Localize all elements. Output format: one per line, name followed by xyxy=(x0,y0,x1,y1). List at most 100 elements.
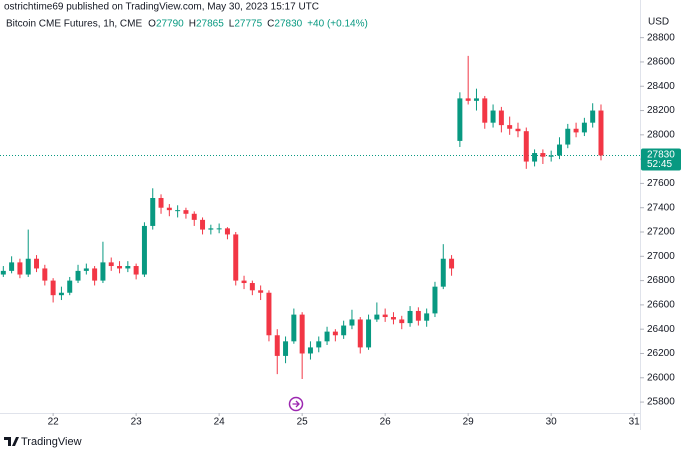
y-tick-label: 28400 xyxy=(647,81,675,92)
x-tick-label: 25 xyxy=(297,417,309,428)
candle-body xyxy=(158,197,164,208)
candle-body xyxy=(573,128,579,133)
candle-body xyxy=(108,262,114,267)
candle-body xyxy=(357,319,363,348)
y-tick-label: 27200 xyxy=(647,227,675,238)
y-tick-label: 28600 xyxy=(647,57,675,68)
last-price-box xyxy=(641,148,681,171)
candle-body xyxy=(432,286,438,314)
x-tick-label: 29 xyxy=(463,417,475,428)
candle-body xyxy=(67,280,73,293)
candle-body xyxy=(17,262,23,275)
candle-body xyxy=(133,266,139,275)
x-tick-label: 31 xyxy=(629,417,641,428)
candle-body xyxy=(0,270,6,275)
candle-body xyxy=(590,110,596,123)
candle-body xyxy=(540,153,546,157)
legend-ohlc-value: 27790 xyxy=(156,19,184,30)
legend-ohlc-label: H xyxy=(189,19,196,30)
legend-change: +40 (+0.14%) xyxy=(307,19,368,30)
footer-brand: TradingView xyxy=(21,436,82,448)
candle-body xyxy=(507,125,513,129)
candle-body xyxy=(498,110,504,126)
candle-body xyxy=(50,280,56,296)
legend-ohlc-label: C xyxy=(267,19,274,30)
candle-body xyxy=(274,335,280,356)
candle-body xyxy=(581,122,587,133)
y-tick-label: 28200 xyxy=(647,105,675,116)
logo-mark xyxy=(4,437,19,446)
candle-body xyxy=(224,228,230,235)
candle-body xyxy=(332,331,338,336)
candle-body xyxy=(125,266,131,269)
candle-body xyxy=(191,213,197,220)
y-tick-label: 25800 xyxy=(647,397,675,408)
candle-body xyxy=(183,210,189,214)
candle-body xyxy=(258,290,264,293)
countdown-label: 52:45 xyxy=(647,159,672,170)
candle-body xyxy=(399,319,405,324)
candle-body xyxy=(440,258,446,287)
candle-body xyxy=(283,341,289,356)
candle-body xyxy=(175,210,181,212)
publisher-header: ostrichtime69 published on TradingView.c… xyxy=(4,2,319,13)
candle-body xyxy=(424,313,430,321)
candle-body xyxy=(490,110,496,123)
legend-ohlc-label: O xyxy=(148,19,156,30)
candle-body xyxy=(415,310,421,321)
candle-body xyxy=(316,341,322,348)
x-tick-label: 24 xyxy=(214,417,226,428)
candle-body xyxy=(374,314,380,320)
candle-body xyxy=(150,197,156,226)
candle-body xyxy=(307,347,313,354)
candle-body xyxy=(83,268,89,271)
y-tick-label: 27000 xyxy=(647,251,675,262)
candle-body xyxy=(349,319,355,326)
candle-body xyxy=(291,314,297,342)
legend-ohlc-label: L xyxy=(229,19,235,30)
candle-body xyxy=(556,144,562,156)
candle-body xyxy=(92,268,98,281)
candle-body xyxy=(266,292,272,336)
candle-body xyxy=(390,317,396,320)
last-price-label: 27830 xyxy=(647,150,675,161)
legend-ohlc-value: 27775 xyxy=(234,19,262,30)
legend-ohlc-value: 27865 xyxy=(196,19,224,30)
candle-body xyxy=(249,283,255,291)
candle-body xyxy=(34,258,40,269)
x-tick-label: 26 xyxy=(380,417,392,428)
candle-body xyxy=(565,128,571,145)
candle-body xyxy=(366,319,372,348)
candle-body xyxy=(299,314,305,354)
candle-body xyxy=(58,292,64,296)
candle-body xyxy=(100,262,106,281)
x-tick-label: 30 xyxy=(546,417,558,428)
candle-body xyxy=(473,98,479,101)
symbol-label: Bitcoin CME Futures, 1h, CME xyxy=(6,19,142,30)
y-tick-label: 27400 xyxy=(647,202,675,213)
y-tick-label: 28000 xyxy=(647,129,675,140)
candle-body xyxy=(233,234,239,281)
candle-body xyxy=(523,131,529,162)
candle-body xyxy=(457,98,463,141)
x-tick-label: 22 xyxy=(48,417,60,428)
y-tick-label: 28800 xyxy=(647,32,675,43)
candle-body xyxy=(166,207,172,211)
candle-body xyxy=(598,110,604,156)
candle-body xyxy=(241,280,247,284)
y-tick-label: 26200 xyxy=(647,348,675,359)
candle-body xyxy=(382,314,388,318)
candle-body xyxy=(9,262,15,271)
candle-body xyxy=(324,331,330,342)
y-tick-label: 26400 xyxy=(647,324,675,335)
y-tick-label: 26600 xyxy=(647,300,675,311)
candle-body xyxy=(25,258,31,275)
y-tick-label: 26000 xyxy=(647,372,675,383)
candle-body xyxy=(208,228,214,230)
event-marker-icon xyxy=(292,400,300,408)
candle-body xyxy=(75,270,81,281)
candle-body xyxy=(449,258,455,269)
